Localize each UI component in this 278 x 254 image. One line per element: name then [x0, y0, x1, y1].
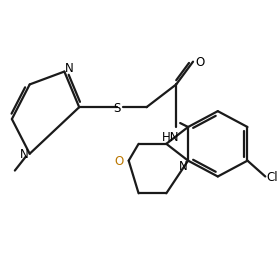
- Text: O: O: [195, 56, 205, 69]
- Text: S: S: [113, 101, 120, 114]
- Text: O: O: [114, 154, 123, 167]
- Text: N: N: [20, 148, 29, 161]
- Text: N: N: [65, 62, 74, 75]
- Text: N: N: [179, 160, 187, 172]
- Text: Cl: Cl: [266, 170, 278, 183]
- Text: HN: HN: [162, 131, 179, 144]
